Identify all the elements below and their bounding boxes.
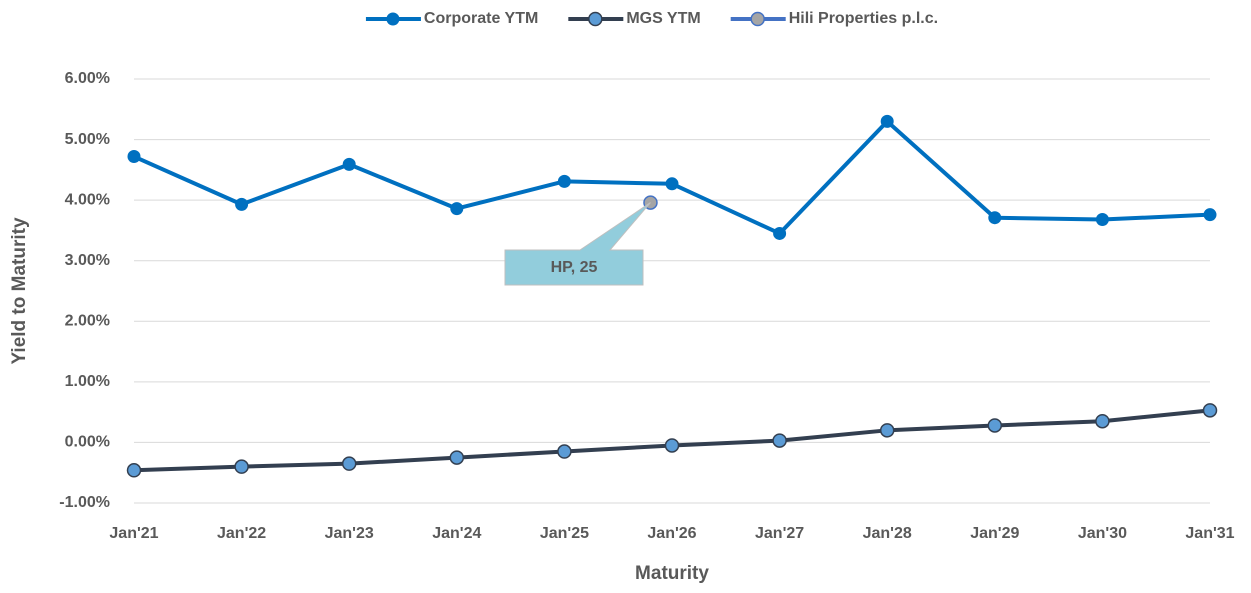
x-tick-label: Jan'29 [970,525,1019,542]
y-tick-label: 5.00% [65,131,110,148]
data-point [234,459,249,474]
legend: Corporate YTM MGS YTM Hili Properties p.l.… [365,10,938,27]
callout-box [504,202,651,286]
data-point [987,418,1003,433]
y-axis-title: Yield to Maturity [9,217,30,365]
annotation: HP, 25 [551,259,598,276]
x-tick-label: Jan'24 [432,525,481,542]
y-tick-label: 4.00% [65,191,110,208]
x-tick-label: Jan'25 [540,525,589,542]
x-tick-label: Jan'26 [647,525,696,542]
y-tick-label: 0.00% [65,434,110,451]
data-point [665,177,679,191]
x-tick-label: Jan'30 [1078,525,1127,542]
data-point [1095,413,1110,429]
data-point [557,444,572,459]
y-tick-label: 1.00% [65,373,110,390]
y-tick-label: 2.00% [65,313,110,330]
x-tick-label: Jan'31 [1185,525,1234,542]
y-tick-label: 6.00% [65,70,110,87]
data-point [988,211,1002,225]
data-point [450,202,464,216]
x-tick-label: Jan'28 [863,525,912,542]
data-point [449,450,465,465]
legend-label: MGS YTM [626,10,700,27]
legend-label: Corporate YTM [424,10,538,27]
data-point [1203,208,1217,222]
data-point [235,197,249,211]
legend-label: Hili Properties p.l.c. [789,10,938,27]
legend-marker [588,11,603,27]
data-point [879,423,895,438]
data-point [1202,403,1218,418]
data-point [772,433,787,448]
data-point [557,174,571,188]
x-tick-label: Jan'21 [109,525,158,542]
x-axis-title: Maturity [635,563,709,584]
legend-marker [750,11,765,27]
data-point [127,150,141,164]
data-point [341,456,357,471]
data-point [126,463,142,478]
y-tick-label: 3.00% [65,252,110,269]
data-point [342,157,356,171]
x-tick-label: Jan'22 [217,525,266,542]
data-point [1095,213,1109,227]
x-tick-label: Jan'27 [755,525,804,542]
data-point [773,226,787,240]
legend-marker [386,12,400,26]
y-tick-label: -1.00% [59,494,110,511]
data-point [664,438,680,453]
x-tick-label: Jan'23 [325,525,374,542]
data-point [880,114,894,128]
